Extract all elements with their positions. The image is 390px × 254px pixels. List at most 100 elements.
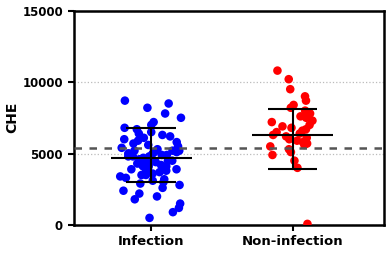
Point bbox=[122, 99, 128, 103]
Point bbox=[144, 106, 151, 110]
Point bbox=[279, 124, 285, 129]
Point bbox=[130, 141, 136, 146]
Point bbox=[151, 120, 157, 124]
Point bbox=[267, 144, 273, 148]
Point bbox=[294, 166, 301, 170]
Point bbox=[177, 201, 183, 205]
Point bbox=[145, 143, 151, 147]
Point bbox=[291, 103, 297, 107]
Point bbox=[273, 130, 280, 134]
Point bbox=[269, 120, 275, 124]
Point bbox=[141, 136, 147, 140]
Point bbox=[162, 112, 168, 116]
Point bbox=[300, 140, 306, 144]
Point bbox=[121, 189, 127, 193]
Point bbox=[269, 153, 276, 157]
Point bbox=[137, 182, 144, 186]
Point bbox=[140, 156, 146, 160]
Y-axis label: CHE: CHE bbox=[5, 102, 20, 134]
Point bbox=[163, 169, 169, 173]
Point bbox=[147, 156, 154, 160]
Point bbox=[150, 151, 156, 155]
Point bbox=[299, 129, 305, 133]
Point bbox=[165, 159, 171, 163]
Point bbox=[128, 167, 135, 171]
Point bbox=[174, 150, 180, 154]
Point bbox=[147, 157, 153, 161]
Point bbox=[140, 157, 146, 161]
Point bbox=[176, 183, 183, 187]
Point bbox=[294, 139, 300, 143]
Point bbox=[307, 112, 313, 116]
Point bbox=[126, 151, 132, 155]
Point bbox=[288, 126, 294, 130]
Point bbox=[150, 179, 156, 183]
Point bbox=[302, 94, 308, 98]
Point bbox=[301, 143, 307, 147]
Point bbox=[176, 149, 183, 153]
Point bbox=[165, 101, 172, 105]
Point bbox=[136, 160, 143, 164]
Point bbox=[169, 149, 176, 153]
Point bbox=[175, 144, 181, 148]
Point bbox=[303, 116, 309, 120]
Point bbox=[160, 180, 167, 184]
Point bbox=[163, 164, 169, 168]
Point bbox=[274, 69, 280, 73]
Point bbox=[125, 154, 131, 158]
Point bbox=[136, 157, 142, 161]
Point bbox=[136, 132, 142, 136]
Point bbox=[143, 166, 149, 170]
Point bbox=[307, 123, 313, 127]
Point bbox=[286, 147, 292, 151]
Point bbox=[145, 164, 152, 168]
Point bbox=[154, 194, 160, 198]
Point bbox=[287, 87, 293, 91]
Point bbox=[148, 123, 154, 127]
Point bbox=[151, 150, 158, 154]
Point bbox=[149, 171, 156, 176]
Point bbox=[270, 133, 276, 137]
Point bbox=[119, 146, 125, 150]
Point bbox=[288, 150, 294, 154]
Point bbox=[304, 222, 310, 226]
Point bbox=[121, 137, 128, 141]
Point bbox=[309, 119, 316, 123]
Point bbox=[302, 109, 308, 113]
Point bbox=[170, 210, 176, 214]
Point bbox=[130, 154, 136, 158]
Point bbox=[167, 134, 173, 138]
Point bbox=[156, 170, 163, 174]
Point bbox=[174, 140, 180, 144]
Point bbox=[146, 216, 152, 220]
Point bbox=[169, 159, 176, 163]
Point bbox=[152, 160, 159, 164]
Point bbox=[154, 147, 161, 151]
Point bbox=[160, 186, 166, 190]
Point bbox=[147, 156, 154, 160]
Point bbox=[285, 77, 292, 81]
Point bbox=[134, 127, 140, 131]
Point bbox=[283, 134, 289, 138]
Point bbox=[162, 166, 168, 170]
Point bbox=[297, 132, 303, 136]
Point bbox=[138, 173, 145, 177]
Point bbox=[131, 149, 138, 153]
Point bbox=[145, 162, 151, 166]
Point bbox=[123, 176, 129, 180]
Point bbox=[178, 116, 184, 120]
Point bbox=[125, 151, 131, 155]
Point bbox=[176, 206, 182, 210]
Point bbox=[143, 173, 149, 177]
Point bbox=[117, 174, 123, 179]
Point bbox=[303, 136, 310, 140]
Point bbox=[136, 192, 142, 196]
Point bbox=[144, 170, 150, 174]
Point bbox=[161, 177, 167, 181]
Point bbox=[146, 154, 152, 158]
Point bbox=[135, 139, 141, 143]
Point bbox=[297, 114, 303, 118]
Point bbox=[132, 197, 138, 201]
Point bbox=[159, 153, 165, 157]
Point bbox=[122, 126, 128, 130]
